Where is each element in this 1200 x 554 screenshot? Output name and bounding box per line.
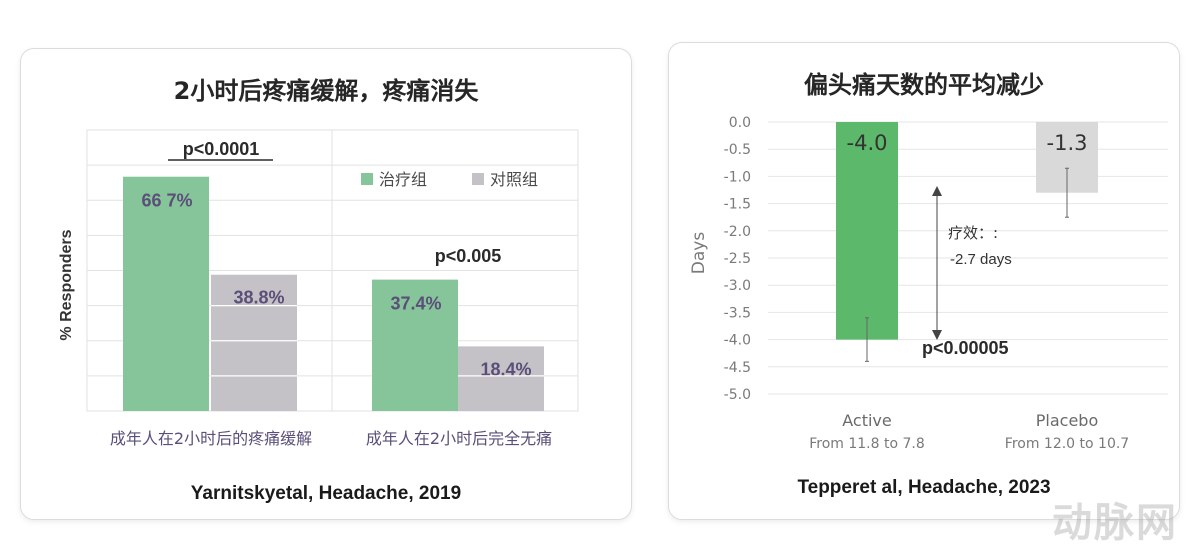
p-value-annotation: p<0.0001 (183, 139, 260, 159)
bar-value-label: -1.3 (1047, 131, 1088, 155)
x-category-label: 成年人在2小时后的疼痛缓解 (110, 429, 312, 448)
legend-label: 治疗组 (379, 170, 427, 189)
x-category-label: 成年人在2小时后完全无痛 (366, 429, 552, 448)
y-tick-label: 0.0 (729, 115, 751, 131)
control-bar (211, 274, 297, 411)
y-tick-label: -3.5 (724, 305, 751, 321)
left-chart-source: Yarnitskyetal, Headache, 2019 (190, 483, 462, 504)
x-category-sublabel: From 11.8 to 7.8 (809, 436, 925, 452)
control-bar (458, 346, 544, 411)
p-value-annotation: p<0.005 (435, 246, 502, 266)
bar-value-label: 37.4% (390, 294, 441, 314)
bar-value-label: -4.0 (847, 131, 888, 155)
y-axis-label: Days (689, 232, 709, 275)
arrow-head-down (932, 330, 942, 340)
y-tick-label: -5.0 (724, 387, 751, 403)
legend-swatch (361, 173, 373, 185)
right-chart-source: Tepperet al, Headache, 2023 (797, 477, 1051, 498)
y-axis-label: % Responders (58, 229, 75, 340)
y-tick-label: -0.5 (724, 142, 751, 158)
legend-label: 对照组 (490, 170, 538, 189)
x-category-label: Active (842, 411, 892, 430)
y-tick-label: -3.0 (724, 278, 751, 294)
efficacy-value: -2.7 days (950, 251, 1012, 268)
watermark-logo: 动脉网 (1052, 500, 1178, 546)
left-chart-card: 2小时后疼痛缓解，疼痛消失 Yarnitskyetal, Headache, 2… (20, 48, 632, 520)
x-category-label: Placebo (1036, 411, 1098, 430)
left-chart-title: 2小时后疼痛缓解，疼痛消失 (173, 77, 479, 105)
bar-value-label: 66 7% (141, 191, 192, 211)
bar-value-label: 38.8% (233, 288, 284, 308)
p-value-annotation: p<0.00005 (922, 338, 1009, 358)
legend-swatch (472, 173, 484, 185)
bar-value-label: 18.4% (480, 359, 531, 379)
y-tick-label: -2.5 (724, 251, 751, 267)
y-tick-label: -2.0 (724, 224, 751, 240)
treatment-bar (123, 176, 209, 411)
arrow-head-up (932, 186, 942, 196)
y-tick-label: -4.5 (724, 360, 751, 376)
x-category-sublabel: From 12.0 to 10.7 (1005, 436, 1129, 452)
right-chart-title: 偏头痛天数的平均减少 (804, 71, 1044, 99)
treatment-bar (372, 279, 458, 411)
y-tick-label: -1.0 (724, 169, 751, 185)
y-tick-label: -1.5 (724, 197, 751, 213)
y-tick-label: -4.0 (724, 333, 751, 349)
efficacy-label: 疗效：: (948, 224, 998, 242)
active-bar (836, 122, 898, 340)
